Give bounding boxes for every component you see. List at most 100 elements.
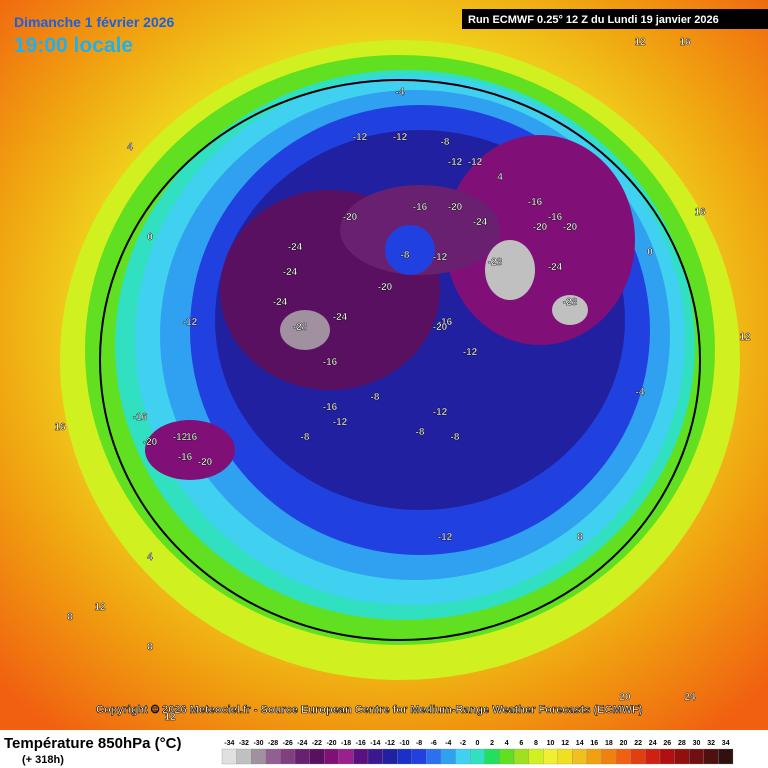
legend-label: 34 xyxy=(722,740,730,747)
legend-swatch xyxy=(440,748,456,765)
contour-label: 20 xyxy=(619,692,631,703)
contour-label: -28 xyxy=(488,257,503,268)
legend-label: -24 xyxy=(297,740,307,747)
contour-label: -16 xyxy=(413,202,428,213)
contour-label: -24 xyxy=(273,297,288,308)
legend-label: 30 xyxy=(693,740,701,747)
legend-swatch xyxy=(397,748,412,765)
legend-swatch xyxy=(499,748,515,765)
legend-label: 14 xyxy=(576,740,584,747)
time: 19:00 locale xyxy=(14,34,133,57)
legend-swatch xyxy=(513,748,529,765)
legend-label: 18 xyxy=(605,740,613,747)
legend-label: -4 xyxy=(445,740,451,747)
contour-label: -20 xyxy=(143,437,158,448)
contour-label: 12 xyxy=(164,712,176,723)
contour-label: 24 xyxy=(684,692,696,703)
legend-label: -8 xyxy=(416,740,422,747)
date: Dimanche 1 février 2026 xyxy=(14,14,175,30)
contour-label: -12 xyxy=(468,157,483,168)
legend-label: -20 xyxy=(326,740,336,747)
contour-label: -4 xyxy=(396,87,405,98)
legend-swatch xyxy=(601,748,617,765)
legend-swatch xyxy=(221,748,237,765)
contour-label: -20 xyxy=(198,457,213,468)
contour-label: -16 xyxy=(183,432,198,443)
contour-label: -12 xyxy=(433,407,448,418)
zone xyxy=(280,310,330,350)
contour-labels: -12 -12 -8-12-16-12-16-20-16-20-24 -20-8 -12… xyxy=(54,37,751,723)
contour xyxy=(99,79,701,641)
legend-label: 20 xyxy=(620,740,628,747)
contour-label: 16 xyxy=(694,207,706,218)
legend-label: -6 xyxy=(431,740,437,747)
contour-label: -24 xyxy=(333,312,348,323)
contour-label: -16 xyxy=(133,412,148,423)
run-box xyxy=(462,9,768,29)
contour-label: -12 xyxy=(433,252,448,263)
contour-label: 12 xyxy=(94,602,106,613)
contour-label: -24 xyxy=(548,262,563,273)
contour-label: -12 xyxy=(393,132,408,143)
contour-label: -28 xyxy=(293,322,308,333)
contour-label: 16 xyxy=(679,37,691,48)
legend-label: 26 xyxy=(663,740,671,747)
legend-swatch xyxy=(367,748,383,765)
zone xyxy=(552,295,588,325)
legend-swatch xyxy=(280,748,296,765)
legend-label: 16 xyxy=(590,740,598,747)
legend-swatch xyxy=(543,748,558,765)
legend-label: 6 xyxy=(519,740,523,747)
contour-label: -24 xyxy=(288,242,303,253)
contour-label: -20 xyxy=(433,322,448,333)
legend-subtitle: (+ 318h) xyxy=(22,754,64,766)
legend-swatch xyxy=(309,748,325,765)
contour-label: 16 xyxy=(54,422,66,433)
legend-label: -10 xyxy=(399,740,409,747)
legend-swatch xyxy=(572,748,588,765)
contour-label: -16 xyxy=(323,402,338,413)
legend-label: 28 xyxy=(678,740,686,747)
zone xyxy=(385,225,435,275)
contour-label: 4 xyxy=(497,172,503,183)
legend-swatch xyxy=(411,748,427,765)
contour-label: -28 xyxy=(563,297,578,308)
contour-label: 0 xyxy=(147,232,153,243)
legend-swatch xyxy=(324,748,339,765)
legend-swatch xyxy=(265,748,281,765)
contour-label: -20 xyxy=(533,222,548,233)
legend-label: -12 xyxy=(385,740,395,747)
contour-label: -4 xyxy=(636,387,645,398)
legend-label: -18 xyxy=(341,740,351,747)
contour-label: 12 xyxy=(634,37,646,48)
zone xyxy=(145,420,235,480)
contour-label: -20 xyxy=(378,282,393,293)
legend-label: 8 xyxy=(534,740,538,747)
contour-label: -12 xyxy=(438,532,453,543)
zone xyxy=(485,240,535,300)
contour-label: -12 xyxy=(448,157,463,168)
legend-swatch xyxy=(630,748,646,765)
legend-label: 10 xyxy=(547,740,555,747)
contour-label: -20 xyxy=(563,222,578,233)
contour-label: -16 xyxy=(548,212,563,223)
contour-label: -8 xyxy=(371,392,380,403)
legend-title: Température 850hPa (°C) xyxy=(4,735,181,752)
legend-label: 0 xyxy=(476,740,480,747)
contour-label: -16 xyxy=(178,452,193,463)
legend-swatch xyxy=(616,748,631,765)
contour-label: 12 xyxy=(739,332,751,343)
contour-label: -8 xyxy=(401,250,410,261)
legend-label: -32 xyxy=(239,740,249,747)
legend-label: 22 xyxy=(634,740,642,747)
contour-label: -8 xyxy=(301,432,310,443)
copyright: Copyright © 2026 Meteociel.fr - Source E… xyxy=(96,704,643,716)
contour-label: 8 xyxy=(577,532,583,543)
contour-label: -16 xyxy=(323,357,338,368)
legend-label: -2 xyxy=(460,740,466,747)
legend-label: 24 xyxy=(649,740,657,747)
zone xyxy=(445,135,635,345)
contour-label: -8 xyxy=(451,432,460,443)
